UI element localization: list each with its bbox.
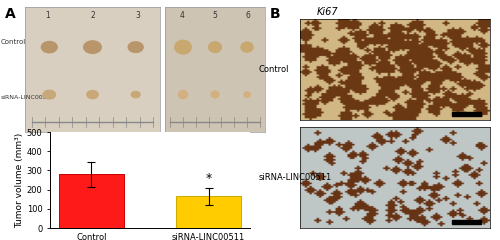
Ellipse shape <box>175 40 191 54</box>
Y-axis label: Tumor volume (mm³): Tumor volume (mm³) <box>14 132 24 228</box>
Bar <box>176 196 241 228</box>
Ellipse shape <box>241 42 253 52</box>
Bar <box>452 220 480 224</box>
Ellipse shape <box>87 90 98 99</box>
Ellipse shape <box>211 91 219 98</box>
Text: 4: 4 <box>179 11 184 20</box>
Text: 3: 3 <box>135 11 140 20</box>
Text: siRNA-LINC00511: siRNA-LINC00511 <box>258 173 332 182</box>
Bar <box>452 112 480 116</box>
Text: Control: Control <box>0 39 26 45</box>
Bar <box>59 174 124 228</box>
Ellipse shape <box>128 42 143 53</box>
Text: 5: 5 <box>212 11 218 20</box>
Text: 1: 1 <box>45 11 50 20</box>
Text: 6: 6 <box>246 11 251 20</box>
Ellipse shape <box>43 90 56 99</box>
Text: Ki67: Ki67 <box>316 7 338 17</box>
Text: Control: Control <box>258 65 288 74</box>
Ellipse shape <box>132 91 140 98</box>
Ellipse shape <box>84 41 102 53</box>
Ellipse shape <box>178 90 188 99</box>
Text: *: * <box>206 172 212 185</box>
Ellipse shape <box>42 42 57 53</box>
Text: siRNA-LINC00511: siRNA-LINC00511 <box>0 95 55 100</box>
Text: A: A <box>5 7 16 21</box>
Text: B: B <box>270 7 280 21</box>
Ellipse shape <box>244 92 250 97</box>
Text: 2: 2 <box>90 11 95 20</box>
Ellipse shape <box>208 42 222 53</box>
